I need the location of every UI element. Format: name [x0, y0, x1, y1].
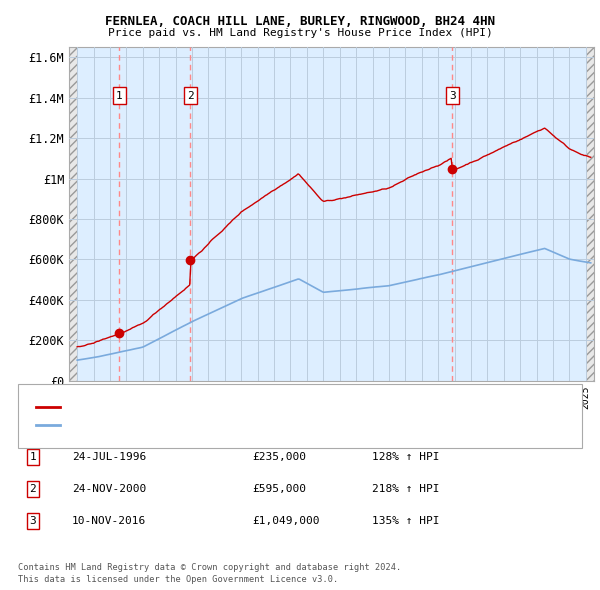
Bar: [586, 47, 594, 381]
Text: FERNLEA, COACH HILL LANE, BURLEY, RINGWOOD, BH24 4HN (detached house): FERNLEA, COACH HILL LANE, BURLEY, RINGWO…: [66, 402, 472, 412]
Text: FERNLEA, COACH HILL LANE, BURLEY, RINGWOOD, BH24 4HN: FERNLEA, COACH HILL LANE, BURLEY, RINGWO…: [105, 15, 495, 28]
Text: 3: 3: [449, 90, 455, 100]
Text: 218% ↑ HPI: 218% ↑ HPI: [372, 484, 439, 494]
Text: Price paid vs. HM Land Registry's House Price Index (HPI): Price paid vs. HM Land Registry's House …: [107, 28, 493, 38]
Text: 135% ↑ HPI: 135% ↑ HPI: [372, 516, 439, 526]
Text: 128% ↑ HPI: 128% ↑ HPI: [372, 453, 439, 462]
Text: This data is licensed under the Open Government Licence v3.0.: This data is licensed under the Open Gov…: [18, 575, 338, 584]
Text: £1,049,000: £1,049,000: [252, 516, 320, 526]
Text: HPI: Average price, detached house, New Forest: HPI: Average price, detached house, New …: [66, 420, 336, 430]
Text: 3: 3: [29, 516, 37, 526]
Text: 2: 2: [187, 90, 194, 100]
Text: 1: 1: [116, 90, 122, 100]
Text: 24-NOV-2000: 24-NOV-2000: [72, 484, 146, 494]
Bar: [69, 47, 77, 381]
Text: £235,000: £235,000: [252, 453, 306, 462]
Text: 24-JUL-1996: 24-JUL-1996: [72, 453, 146, 462]
Text: 1: 1: [29, 453, 37, 462]
Text: 10-NOV-2016: 10-NOV-2016: [72, 516, 146, 526]
Text: 2: 2: [29, 484, 37, 494]
Text: Contains HM Land Registry data © Crown copyright and database right 2024.: Contains HM Land Registry data © Crown c…: [18, 563, 401, 572]
Text: £595,000: £595,000: [252, 484, 306, 494]
